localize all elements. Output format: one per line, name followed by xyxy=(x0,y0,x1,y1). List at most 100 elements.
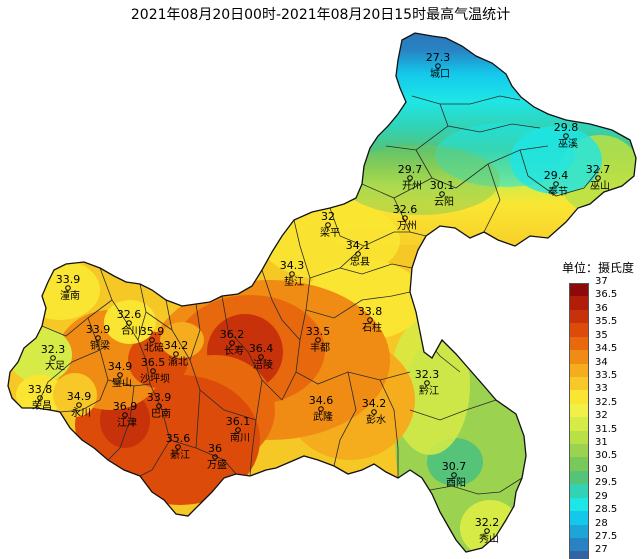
station-dot xyxy=(229,340,235,346)
station-dot xyxy=(235,427,241,433)
station-dot xyxy=(451,472,457,478)
station-value: 29.8 xyxy=(554,121,579,134)
station-value: 33.8 xyxy=(28,383,53,396)
station-4: 32.7 巫山 xyxy=(586,163,611,192)
station-value: 32.6 xyxy=(117,308,142,321)
station-26: 33.9 巴南 xyxy=(147,391,172,420)
station-value: 34.2 xyxy=(362,397,387,410)
station-dot xyxy=(117,372,123,378)
station-value: 29.4 xyxy=(544,169,569,182)
station-dot xyxy=(258,354,264,360)
station-dot xyxy=(212,454,218,460)
station-name: 云阳 xyxy=(434,196,454,208)
station-name: 合川 xyxy=(121,324,141,337)
legend-swatch xyxy=(569,497,589,512)
legend-label: 34 xyxy=(595,356,608,368)
station-name: 巴南 xyxy=(151,407,171,420)
station-value: 33.9 xyxy=(86,323,111,336)
station-dot xyxy=(289,271,295,277)
station-name: 沙坪坝 xyxy=(140,372,170,385)
legend-label: 28.5 xyxy=(595,504,618,516)
station-value: 35.6 xyxy=(166,432,191,445)
station-name: 垫江 xyxy=(284,275,304,288)
station-dot xyxy=(435,63,441,69)
station-name: 酉阳 xyxy=(446,477,466,489)
station-30: 34.6 武隆 xyxy=(309,394,334,423)
station-dot xyxy=(367,317,373,323)
station-12: 33.5 丰都 xyxy=(306,325,331,354)
station-value: 32.6 xyxy=(393,203,418,216)
station-name: 渝北 xyxy=(168,355,188,368)
station-name: 荣昌 xyxy=(32,400,52,412)
station-dot xyxy=(65,285,71,291)
station-5: 29.4 奉节 xyxy=(544,169,569,198)
legend-swatch xyxy=(569,524,589,539)
legend-swatch xyxy=(569,417,589,431)
station-11: 33.8 石柱 xyxy=(358,305,383,334)
station-markers: 27.3 城口 29.8 巫溪 29.7 开州 32.7 巫山 29.4 奉节 30.1 云阳 32.6… xyxy=(28,51,611,545)
station-value: 30.7 xyxy=(442,460,467,473)
legend-swatch xyxy=(569,511,589,525)
station-dot xyxy=(595,175,601,181)
station-2: 29.8 巫溪 xyxy=(554,121,579,150)
station-dot xyxy=(563,133,569,139)
station-value: 32 xyxy=(321,210,335,223)
station-8: 32 梁平 xyxy=(320,210,340,239)
station-value: 34.3 xyxy=(280,259,305,272)
legend-label: 33.5 xyxy=(595,369,618,381)
legend-swatch xyxy=(569,430,589,445)
station-value: 33.9 xyxy=(56,273,81,286)
legend-swatch xyxy=(569,470,589,485)
legend-label: 35.5 xyxy=(595,316,618,328)
station-value: 36.1 xyxy=(226,415,251,428)
station-name: 石柱 xyxy=(362,321,382,334)
station-25: 36.9 江津 xyxy=(113,400,138,429)
station-7: 32.6 万州 xyxy=(393,203,418,232)
station-name: 秀山 xyxy=(479,533,499,545)
legend-label: 33 xyxy=(595,383,608,395)
station-value: 32.7 xyxy=(586,163,611,176)
station-value: 36.9 xyxy=(113,400,138,413)
station-value: 34.9 xyxy=(67,390,92,403)
legend-swatch xyxy=(569,363,589,377)
station-name: 梁平 xyxy=(320,226,340,239)
station-name: 长寿 xyxy=(224,344,244,357)
station-dot xyxy=(76,402,82,408)
station-value: 36 xyxy=(208,442,222,455)
station-value: 27.3 xyxy=(426,51,451,64)
station-dot xyxy=(325,222,331,228)
legend-swatch xyxy=(569,538,589,552)
station-value: 36.2 xyxy=(220,328,245,341)
station-name: 万盛 xyxy=(207,458,227,471)
station-name: 彭水 xyxy=(366,413,386,426)
station-dot xyxy=(371,409,377,415)
station-29: 36 万盛 xyxy=(207,442,227,471)
station-name: 奉节 xyxy=(548,185,568,198)
station-dot xyxy=(355,251,361,257)
legend-swatch xyxy=(569,390,589,404)
station-value: 32.3 xyxy=(41,343,66,356)
station-dot xyxy=(37,395,43,401)
station-34: 32.2 秀山 xyxy=(475,516,500,545)
station-dot xyxy=(50,355,56,361)
station-name: 忠县 xyxy=(350,256,370,268)
station-name: 开州 xyxy=(402,180,422,192)
legend-label: 36 xyxy=(595,302,608,314)
station-value: 33.9 xyxy=(147,391,172,404)
station-dot xyxy=(484,528,490,534)
station-16: 32.6 合川 xyxy=(117,308,142,337)
station-name: 万州 xyxy=(397,220,417,232)
station-6: 30.1 云阳 xyxy=(430,179,455,208)
station-14: 36.4 涪陵 xyxy=(249,342,274,371)
station-value: 36.5 xyxy=(141,356,166,369)
station-name: 綦江 xyxy=(170,448,190,461)
station-name: 巫山 xyxy=(590,180,610,192)
station-33: 30.7 酉阳 xyxy=(442,460,467,489)
station-value: 32.3 xyxy=(415,368,440,381)
station-dot xyxy=(553,181,559,187)
station-name: 潼南 xyxy=(60,289,80,302)
station-dot xyxy=(95,335,101,341)
legend-label: 28 xyxy=(595,517,608,529)
